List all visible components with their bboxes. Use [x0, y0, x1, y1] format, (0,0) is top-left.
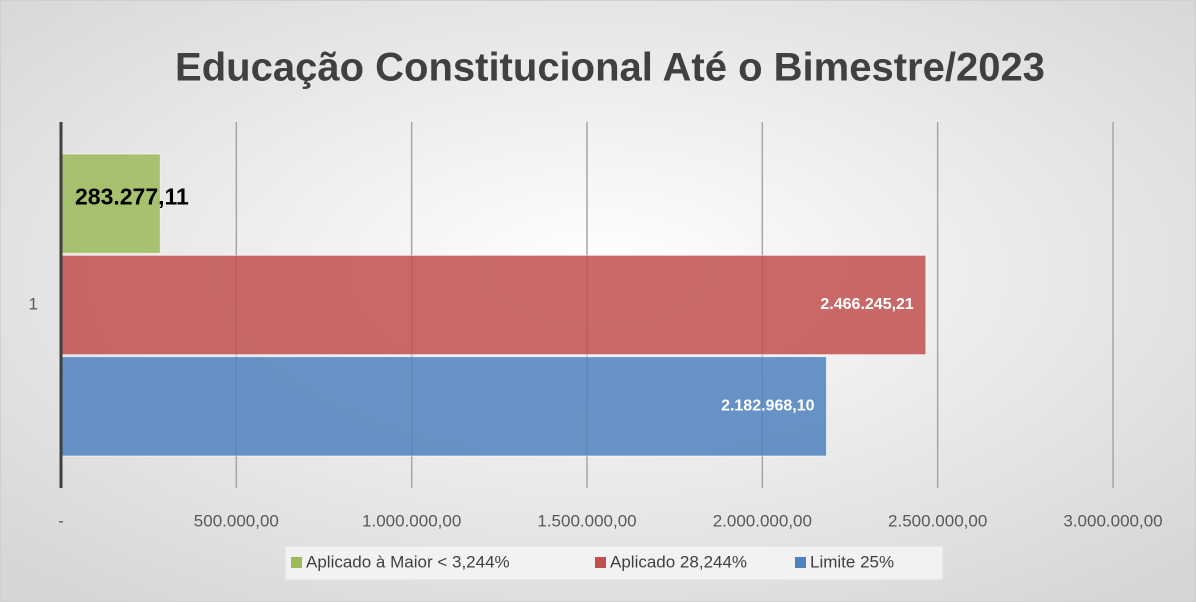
- legend-box: [284, 545, 944, 581]
- chart-title: Educação Constitucional Até o Bimestre/2…: [175, 46, 1045, 90]
- x-tick-label: 1.000.000,00: [362, 511, 461, 530]
- x-tick-label: 1.500.000,00: [537, 511, 636, 530]
- legend-swatch: [795, 557, 806, 568]
- y-tick-label: 1: [29, 294, 38, 313]
- bar: [60, 254, 927, 356]
- x-tick-label: -: [58, 511, 64, 530]
- x-tick-label: 500.000,00: [194, 511, 279, 530]
- legend-label: Aplicado 28,244%: [610, 552, 747, 571]
- legend-label: Limite 25%: [810, 552, 894, 571]
- x-tick-label: 2.000.000,00: [713, 511, 812, 530]
- bar: [60, 356, 827, 457]
- legend-swatch: [291, 557, 302, 568]
- legend-swatch: [595, 557, 606, 568]
- data-label: 2.466.245,21: [820, 296, 914, 313]
- data-label: 283.277,11: [75, 184, 189, 210]
- x-tick-label: 3.000.000,00: [1063, 511, 1162, 530]
- legend-label: Aplicado à Maior < 3,244%: [306, 552, 510, 571]
- x-tick-label: 2.500.000,00: [888, 511, 987, 530]
- data-label: 2.182.968,10: [721, 398, 815, 415]
